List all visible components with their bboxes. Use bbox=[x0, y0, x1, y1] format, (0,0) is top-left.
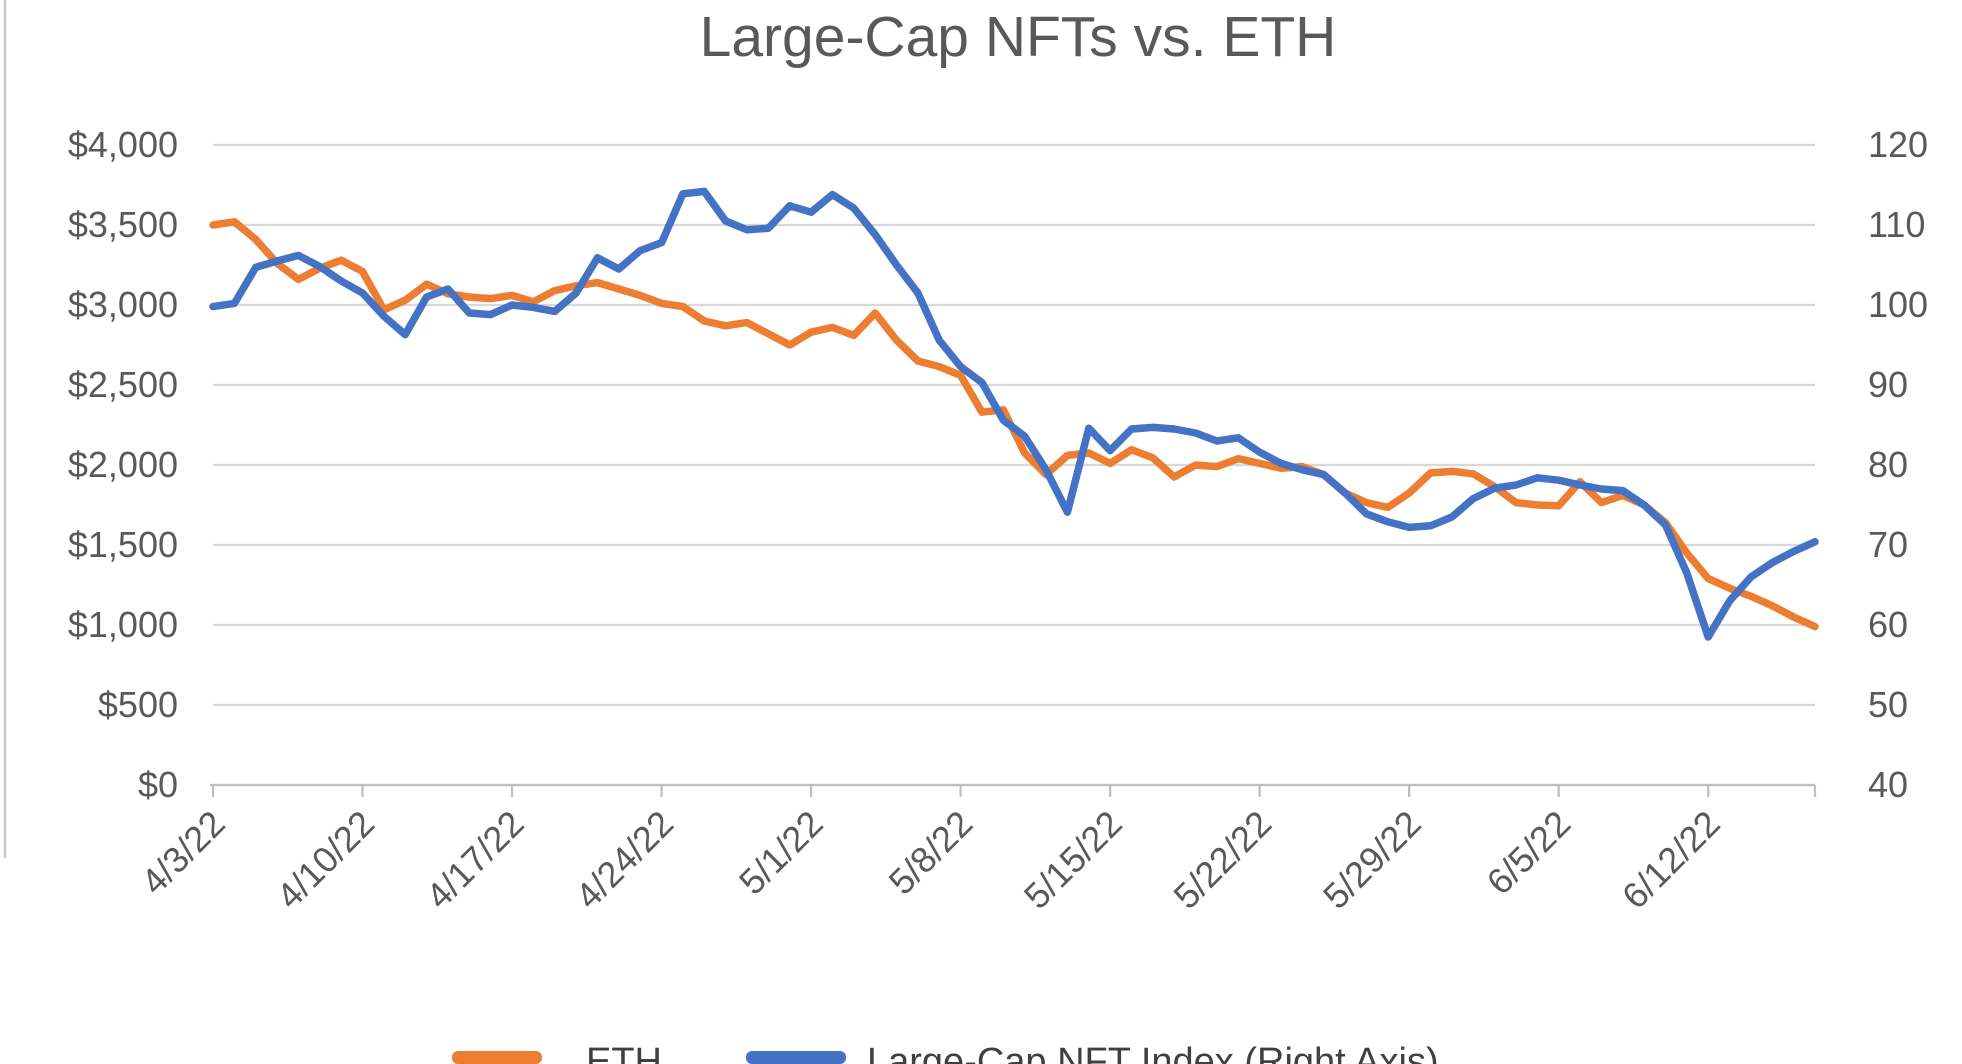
x-axis-label: 4/10/22 bbox=[268, 803, 382, 917]
nft-index-line bbox=[209, 187, 1819, 641]
x-axis-label: 5/29/22 bbox=[1315, 803, 1429, 917]
left-axis-label: $4,000 bbox=[68, 124, 178, 165]
x-axis-label: 5/1/22 bbox=[731, 803, 831, 903]
x-axis bbox=[210, 783, 1817, 797]
left-axis-label: $2,000 bbox=[68, 444, 178, 485]
x-axis-tick-labels: 4/3/22 4/10/22 4/17/22 4/24/22 5/1/22 5/8/22 5… bbox=[133, 803, 1728, 917]
right-axis-label: 120 bbox=[1868, 124, 1928, 165]
right-axis-label: 70 bbox=[1868, 524, 1908, 565]
right-axis-label: 80 bbox=[1868, 444, 1908, 485]
x-axis-label: 6/5/22 bbox=[1479, 803, 1579, 903]
right-axis-tick-labels: 120 110 100 90 80 70 60 50 40 bbox=[1868, 124, 1928, 805]
series-lines bbox=[209, 187, 1819, 641]
left-axis-label: $3,500 bbox=[68, 204, 178, 245]
x-axis-label: 5/8/22 bbox=[880, 803, 980, 903]
x-axis-label: 5/22/22 bbox=[1165, 803, 1279, 917]
left-axis-label: $3,000 bbox=[68, 284, 178, 325]
left-axis-label: $1,000 bbox=[68, 604, 178, 645]
chart-title: Large-Cap NFTs vs. ETH bbox=[700, 5, 1337, 69]
x-axis-label: 4/17/22 bbox=[418, 803, 532, 917]
right-axis-label: 60 bbox=[1868, 604, 1908, 645]
legend-label-nft-index: Large-Cap NFT Index (Right Axis) bbox=[867, 1041, 1439, 1064]
legend-swatch-nft-index bbox=[746, 1051, 846, 1064]
left-axis-label: $2,500 bbox=[68, 364, 178, 405]
gridlines bbox=[213, 143, 1815, 787]
right-axis-label: 50 bbox=[1868, 684, 1908, 725]
right-axis-label: 110 bbox=[1868, 204, 1925, 245]
right-axis-label: 100 bbox=[1868, 284, 1928, 325]
left-axis-tick-labels: $4,000 $3,500 $3,000 $2,500 $2,000 $1,500 $1,0… bbox=[68, 124, 178, 805]
legend-label-eth: ETH bbox=[586, 1041, 662, 1064]
x-axis-label: 6/12/22 bbox=[1614, 803, 1728, 917]
left-axis-label: $0 bbox=[138, 764, 178, 805]
x-axis-label: 4/24/22 bbox=[567, 803, 681, 917]
legend-swatch-eth bbox=[452, 1051, 542, 1064]
x-axis-label: 4/3/22 bbox=[133, 803, 233, 903]
left-axis-label: $1,500 bbox=[68, 524, 178, 565]
x-axis-label: 5/15/22 bbox=[1016, 803, 1130, 917]
left-axis-label: $500 bbox=[98, 684, 178, 725]
legend: ETH Large-Cap NFT Index (Right Axis) bbox=[452, 1041, 1439, 1064]
right-axis-label: 40 bbox=[1868, 764, 1908, 805]
right-axis-label: 90 bbox=[1868, 364, 1908, 405]
